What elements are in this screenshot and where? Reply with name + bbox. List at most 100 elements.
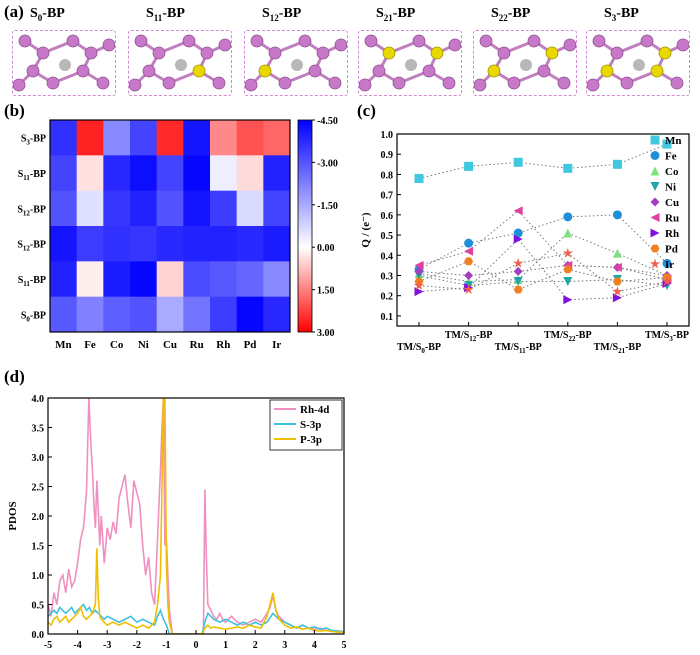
data-point (414, 266, 424, 276)
legend-marker (650, 182, 660, 191)
series-line (418, 214, 668, 270)
phosphorus-atom (212, 76, 226, 90)
data-point (661, 276, 673, 286)
phosphorus-atom (586, 78, 600, 92)
charge-scatter-chart: (c) 0.1 0.2 0.3 0.4 0.5 0.6 0.7 0.8 0.9 1.0 Q / (e⁻… (357, 101, 690, 355)
heatmap-cell (156, 155, 184, 192)
data-point (612, 159, 622, 169)
heatmap-cell (210, 261, 238, 298)
data-point (513, 157, 523, 167)
panel-c-label: (c) (357, 101, 376, 120)
x-tick-label: 0 (194, 640, 199, 651)
structure-model (244, 30, 348, 96)
heatmap-cell (130, 155, 158, 192)
x-category-label: TM/S21-BP (594, 342, 642, 355)
x-tick-label: 2 (253, 640, 258, 651)
heatmap-cell (156, 296, 184, 333)
colorbar-tick-label: 1.50 (317, 286, 335, 297)
y-tick-label: 4.0 (32, 394, 45, 405)
data-point (513, 206, 523, 216)
colorbar-tick-label: 3.00 (317, 328, 335, 339)
y-tick-label: 0.0 (32, 630, 45, 641)
heatmap-col-label: Ni (138, 339, 149, 351)
legend-label: Ir (665, 259, 674, 271)
heatmap-cell (50, 261, 78, 298)
phosphorus-atom (46, 76, 60, 90)
phosphorus-atom (102, 38, 116, 52)
structure-model (12, 30, 116, 96)
heatmap-cell (103, 261, 131, 298)
heatmap-row-label: S0-BP (21, 310, 46, 323)
metal-atom (175, 59, 187, 71)
legend-label: Ni (665, 182, 676, 194)
sulfur-atom (382, 46, 396, 60)
y-tick-label: 0.2 (381, 292, 394, 303)
legend-label: Rh (665, 228, 679, 240)
y-tick-label: 0.9 (381, 150, 394, 161)
phosphorus-atom (134, 34, 148, 48)
metal-atom (59, 59, 71, 71)
y-tick-label: 2.0 (32, 512, 45, 523)
heatmap-cell (183, 190, 211, 227)
series-line (418, 274, 668, 287)
heatmap-cell (263, 226, 291, 262)
data-point (512, 257, 524, 268)
heatmap-cell (183, 155, 211, 192)
phosphorus-atom (36, 46, 50, 60)
structure-title: S3-BP (604, 6, 639, 23)
heatmap-cell (263, 190, 291, 227)
data-point (513, 277, 523, 287)
heatmap-cell (183, 226, 211, 262)
heatmap-cell (236, 190, 264, 227)
x-tick-label: 4 (312, 640, 317, 651)
heatmap-cell (103, 296, 131, 333)
legend-label: P-3p (300, 434, 322, 446)
legend-marker (649, 258, 661, 269)
y-tick-label: 3.5 (32, 424, 45, 435)
data-point (563, 265, 573, 274)
heatmap-cell (210, 155, 238, 192)
series-line (418, 264, 668, 276)
phosphorus-atom (507, 76, 521, 90)
heatmap-cell (263, 155, 291, 192)
y-tick-label: 1.0 (32, 571, 45, 582)
heatmap-cell (103, 120, 131, 156)
phosphorus-atom (128, 78, 142, 92)
phosphorus-atom (620, 76, 634, 90)
data-point (563, 163, 573, 173)
data-point (414, 173, 424, 183)
colorbar-tick-label: -3.00 (317, 158, 338, 169)
series-line (418, 210, 668, 281)
heatmap-cell (76, 120, 104, 156)
data-point (513, 234, 523, 244)
panel-a-label: (a) (4, 2, 24, 21)
y-tick-label: 0.8 (381, 170, 394, 181)
phosphorus-atom (610, 46, 624, 60)
legend-label: S-3p (300, 419, 321, 431)
legend-label: Fe (665, 151, 677, 163)
data-point (464, 257, 474, 266)
phosphorus-atom (66, 34, 80, 48)
data-point (513, 266, 523, 276)
x-tick-label: 5 (342, 640, 347, 651)
phosphorus-atom (328, 76, 342, 90)
heatmap-cell (130, 226, 158, 262)
heatmap-col-label: Co (110, 339, 124, 351)
heatmap-cell (210, 296, 238, 333)
sulfur-atom (487, 64, 501, 78)
phosphorus-atom (278, 76, 292, 90)
phosphorus-atom (557, 76, 571, 90)
data-point (513, 285, 523, 294)
heatmap-row-label: S11-BP (18, 169, 46, 182)
heatmap-cell (76, 261, 104, 298)
heatmap-cell (50, 226, 78, 262)
data-point (463, 284, 474, 295)
heatmap-cell (130, 296, 158, 333)
y-tick-label: 2.5 (32, 483, 45, 494)
x-category-label: TM/S0-BP (397, 342, 441, 355)
heatmap-cell (236, 296, 264, 333)
legend-marker (650, 228, 660, 238)
x-category-label: TM/S11-BP (495, 342, 542, 355)
heatmap-row-label: S12-BP (17, 240, 46, 253)
y-tick-label: 0.4 (381, 251, 394, 262)
